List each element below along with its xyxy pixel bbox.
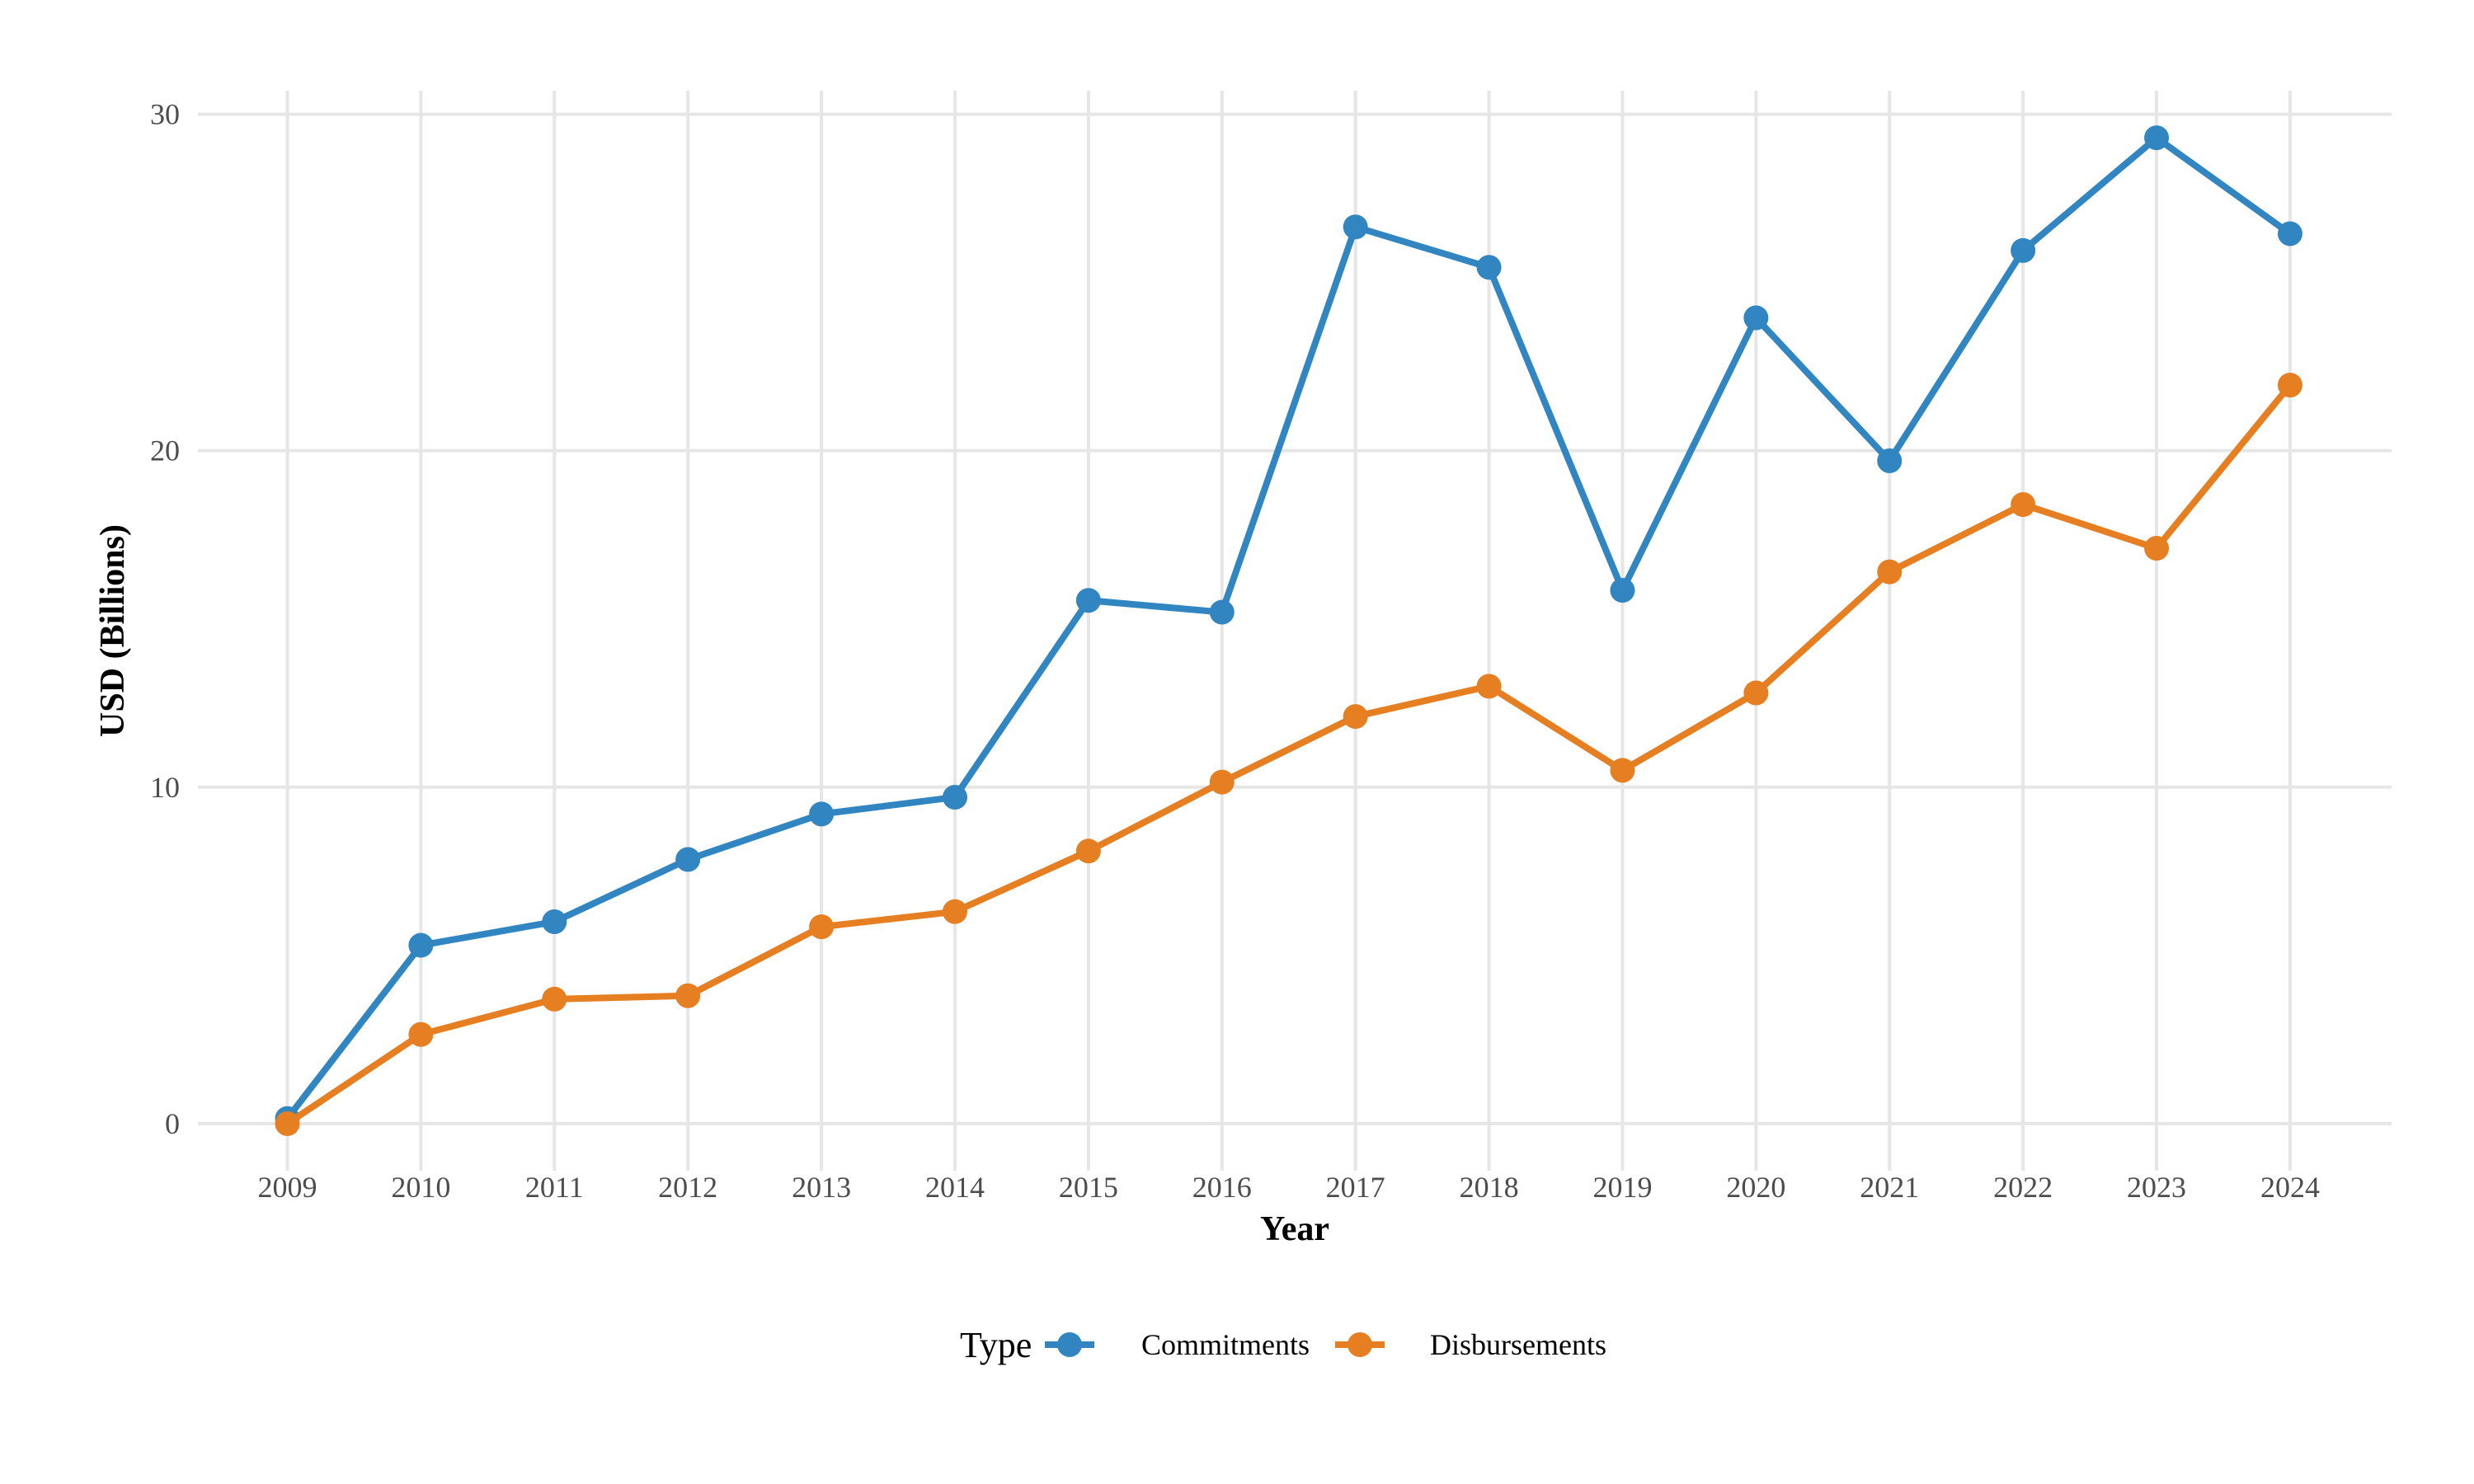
- data-point: [2277, 373, 2302, 398]
- data-point: [1343, 214, 1368, 240]
- x-tick-label: 2017: [1326, 1171, 1385, 1204]
- x-tick-label: 2015: [1059, 1171, 1118, 1204]
- data-point: [1209, 599, 1235, 625]
- data-point: [809, 914, 835, 940]
- series-commitments: [275, 125, 2302, 1131]
- data-point: [2144, 125, 2170, 151]
- x-tick-label: 2009: [257, 1171, 317, 1204]
- legend-key-point: [1057, 1332, 1082, 1357]
- x-tick-label: 2014: [925, 1171, 985, 1204]
- data-point: [2011, 237, 2036, 263]
- series-disbursements: [275, 373, 2302, 1136]
- data-point: [1743, 305, 1769, 331]
- data-point: [1476, 255, 1502, 280]
- y-tick-label: 20: [150, 434, 180, 467]
- y-tick-label: 10: [150, 771, 180, 804]
- y-axis-title: USD (Billions): [94, 524, 132, 737]
- x-tick-label: 2023: [2127, 1171, 2186, 1204]
- x-tick-label: 2019: [1592, 1171, 1652, 1204]
- data-point: [809, 801, 835, 827]
- x-tick-label: 2012: [658, 1171, 717, 1204]
- y-axis-tick-labels: 0 10 20 30: [150, 98, 180, 1140]
- data-point: [1610, 758, 1635, 783]
- x-tick-label: 2010: [391, 1171, 450, 1204]
- data-point: [542, 986, 567, 1012]
- data-point: [675, 847, 701, 872]
- legend-title: Type: [960, 1325, 1032, 1365]
- x-tick-label: 2024: [2260, 1171, 2320, 1204]
- x-tick-label: 2022: [1993, 1171, 2053, 1204]
- data-point: [1610, 578, 1635, 603]
- data-point: [1075, 838, 1101, 864]
- legend-items: Commitments Disbursements: [1045, 1328, 1606, 1361]
- grid-lines: [198, 91, 2392, 1171]
- y-tick-label: 30: [150, 98, 180, 131]
- data-point: [1743, 680, 1769, 706]
- data-point: [408, 932, 434, 958]
- data-point: [2011, 491, 2036, 517]
- data-point: [2144, 536, 2170, 561]
- legend-item-disbursements: Disbursements: [1335, 1328, 1606, 1361]
- series-line: [284, 134, 2293, 1122]
- data-point: [942, 899, 967, 924]
- data-point: [1209, 769, 1235, 795]
- data-point: [675, 983, 701, 1008]
- series-group: [275, 125, 2302, 1136]
- x-tick-label: 2018: [1460, 1171, 1519, 1204]
- data-point: [1877, 559, 1903, 585]
- x-tick-label: 2021: [1860, 1171, 1919, 1204]
- legend-key-point: [1348, 1332, 1372, 1357]
- legend-label: Commitments: [1141, 1328, 1310, 1361]
- data-point: [542, 909, 567, 935]
- data-point: [275, 1111, 300, 1136]
- x-tick-label: 2016: [1192, 1171, 1252, 1204]
- data-point: [1075, 588, 1101, 613]
- x-tick-label: 2011: [525, 1171, 584, 1204]
- series-line: [284, 382, 2293, 1127]
- x-tick-label: 2013: [792, 1171, 851, 1204]
- data-point: [2277, 221, 2302, 247]
- data-point: [1343, 704, 1368, 730]
- legend-label: Disbursements: [1430, 1328, 1606, 1361]
- y-tick-label: 0: [165, 1107, 180, 1140]
- legend: Type Commitments Disbursements: [960, 1325, 1606, 1365]
- legend-item-commitments: Commitments: [1045, 1328, 1310, 1361]
- data-point: [1476, 674, 1502, 699]
- x-axis-title: Year: [1260, 1210, 1329, 1248]
- x-tick-label: 2020: [1726, 1171, 1785, 1204]
- x-axis-tick-labels: 2009 2010 2011 2012 2013 2014 2015 2016 2017 2018…: [257, 1171, 2319, 1204]
- data-point: [408, 1021, 434, 1047]
- data-point: [1877, 448, 1903, 473]
- data-point: [942, 785, 967, 810]
